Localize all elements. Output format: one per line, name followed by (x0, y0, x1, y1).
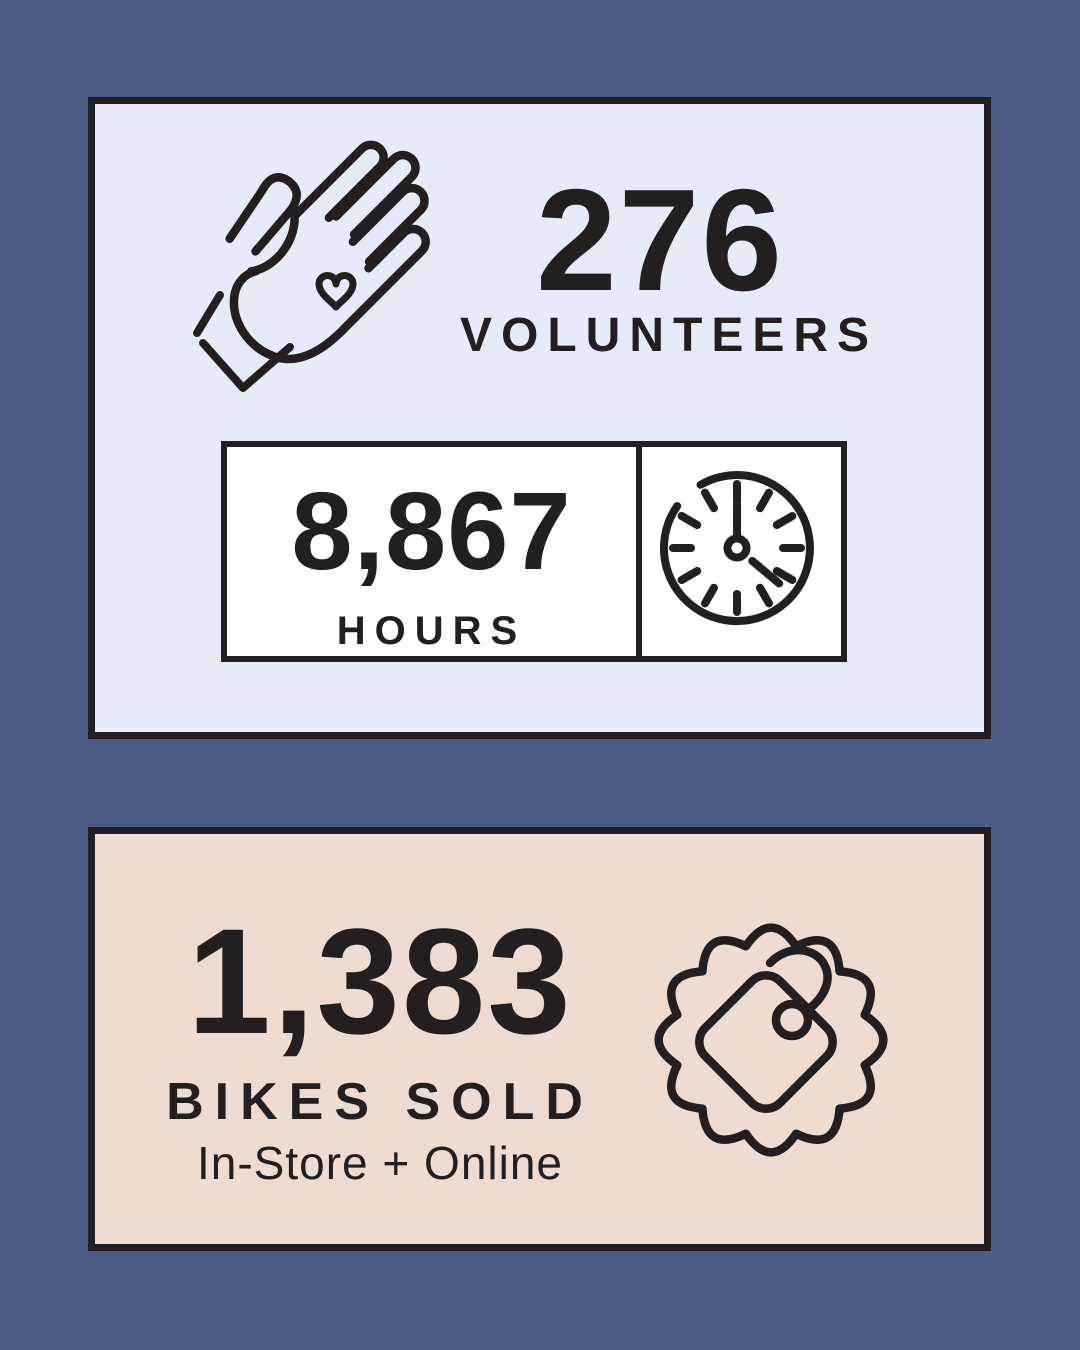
volunteers-count: 276 (536, 159, 784, 321)
volunteers-label: VOLUNTEERS (460, 309, 879, 362)
bikes-sold-count: 1,383 (187, 897, 573, 1065)
hours-count: 8,867 (291, 469, 572, 593)
hours-label: HOURS (336, 608, 527, 653)
bikes-sold-label: BIKES SOLD (166, 1073, 594, 1131)
hours-box-text-cell: 8,867 HOURS (227, 447, 636, 656)
hours-box-clock-cell (636, 447, 841, 656)
bikes-sold-sublabel: In-Store + Online (196, 1137, 564, 1189)
hours-box: 8,867 HOURS (221, 441, 847, 662)
